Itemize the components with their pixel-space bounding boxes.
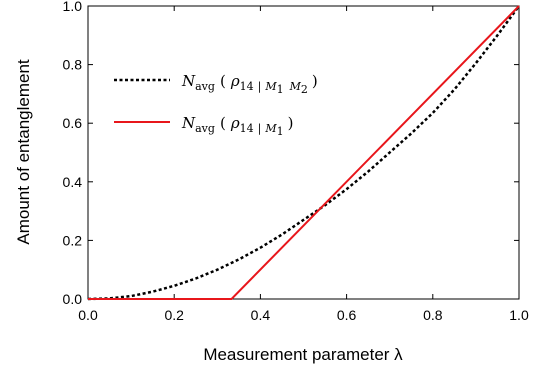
x-tick-label: 0.0 xyxy=(78,307,98,323)
plot-frame xyxy=(87,5,520,300)
x-tick-label: 0.6 xyxy=(337,307,357,323)
series-line-1 xyxy=(87,5,521,301)
x-tick-label: 0.4 xyxy=(251,307,271,323)
y-tick-label: 0.4 xyxy=(63,174,83,190)
y-tick-label: 0.2 xyxy=(63,232,83,248)
legend-label-series-2: Navg(ρ14 | M1) xyxy=(181,114,293,138)
series-group xyxy=(87,5,521,301)
y-tick-label: 0.8 xyxy=(63,57,83,73)
y-axis-label: Amount of entanglement xyxy=(14,59,33,245)
legend: Navg(ρ14 | M1 M2) Navg(ρ14 | M1) xyxy=(114,72,318,138)
y-tick-label: 0.6 xyxy=(63,115,83,131)
tick-labels: 0.0 0.2 0.4 0.6 0.8 1.0 0.0 0.2 0.4 0.6 0.8 1.0 xyxy=(63,0,529,323)
y-tick-label: 0.0 xyxy=(63,291,83,307)
x-tick-label: 1.0 xyxy=(509,307,529,323)
x-tick-label: 0.8 xyxy=(423,307,443,323)
x-tick-label: 0.2 xyxy=(164,307,184,323)
legend-label-series-1: Navg(ρ14 | M1 M2) xyxy=(181,72,318,96)
x-axis-label: Measurement parameter λ xyxy=(203,345,403,364)
ticks xyxy=(87,5,520,300)
y-tick-label: 1.0 xyxy=(63,0,83,14)
series-line-2 xyxy=(88,5,520,300)
